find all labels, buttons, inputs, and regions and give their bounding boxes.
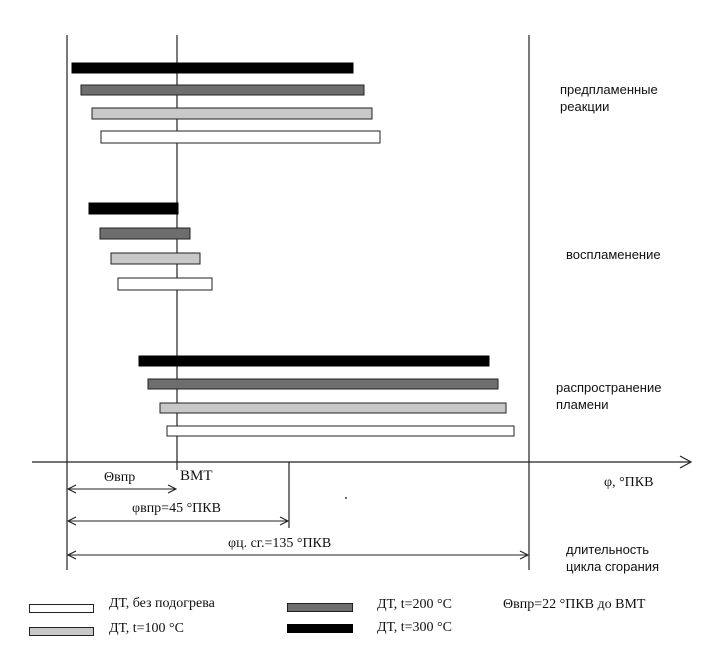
bar-ignition-noheat <box>117 277 213 291</box>
bar-preflame-200 <box>80 84 365 96</box>
phi-inj-dimension <box>66 516 290 526</box>
cycle-duration-line1: длительность <box>566 542 650 557</box>
bar-ignition-200 <box>99 227 191 240</box>
group-label-preflame-line2: реакции <box>560 99 610 114</box>
bar-flame-200 <box>147 378 499 390</box>
bar-preflame-300 <box>71 62 354 74</box>
phi-cycle-label: φц. сг.=135 °ПКВ <box>228 536 332 551</box>
group-label-flame-line2: пламени <box>556 397 609 412</box>
legend-text-200: ДТ, t=200 °C <box>377 597 452 612</box>
bar-flame-300 <box>138 355 490 367</box>
bar-preflame-noheat <box>100 130 381 144</box>
group-ignition-bars <box>88 202 213 291</box>
phi-cycle-dimension <box>66 550 530 560</box>
legend-swatch-100 <box>29 627 94 636</box>
theta-dimension <box>66 484 178 494</box>
legend-swatch-200 <box>287 603 353 612</box>
group-label-flame-line1: распространение <box>556 380 662 395</box>
phi-inj-label: φвпр=45 °ПКВ <box>132 501 221 516</box>
group-preflame-bars <box>71 62 381 144</box>
stray-dot <box>345 497 347 499</box>
theta-note: Θвпр=22 °ПКВ до ВМТ <box>503 597 646 612</box>
x-axis-label: φ, °ПКВ <box>604 475 654 490</box>
theta-label: Θвпр <box>104 470 136 485</box>
legend-swatch-noheat <box>29 604 94 613</box>
group-label-ignition: воспламенение <box>566 246 661 263</box>
legend-swatch-300 <box>287 624 353 633</box>
legend-text-noheat: ДТ, без подогрева <box>109 596 215 611</box>
bar-ignition-100 <box>110 252 201 265</box>
cycle-duration-label: длительность цикла сгорания <box>566 541 659 575</box>
x-axis-arrowhead <box>679 455 693 469</box>
group-flame-bars <box>138 355 515 437</box>
cycle-duration-line2: цикла сгорания <box>566 559 660 574</box>
legend-text-100: ДТ, t=100 °C <box>109 621 184 636</box>
legend-text-300: ДТ, t=300 °C <box>377 620 452 635</box>
bar-flame-100 <box>159 402 507 414</box>
bar-flame-noheat <box>166 425 515 437</box>
bar-preflame-100 <box>91 107 373 120</box>
tdc-label: ВМТ <box>180 468 213 484</box>
group-label-preflame-line1: предпламенные <box>560 82 658 97</box>
bar-ignition-300 <box>88 202 179 215</box>
group-label-flame: распространение пламени <box>556 379 661 413</box>
group-label-ignition-line1: воспламенение <box>566 247 661 262</box>
group-label-preflame: предпламенные реакции <box>560 81 658 115</box>
